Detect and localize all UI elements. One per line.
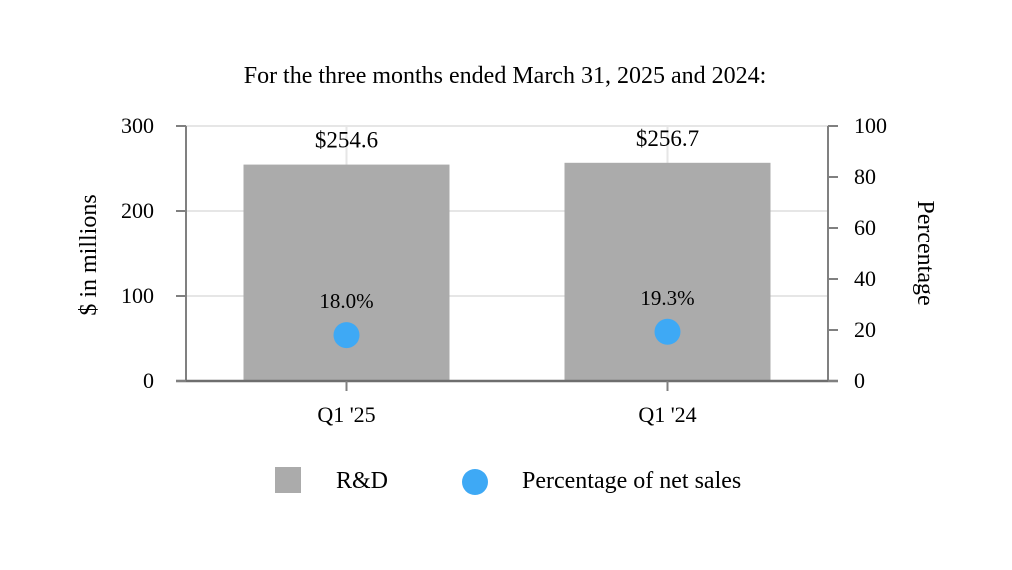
legend-label-pct: Percentage of net sales [522, 468, 741, 494]
y2-tick-label: 100 [854, 113, 887, 138]
legend-swatch-rd [275, 467, 301, 493]
y-tick-label: 100 [121, 283, 154, 308]
point-value-label: 18.0% [319, 289, 373, 313]
y2-tick-label: 80 [854, 164, 876, 189]
bar-value-label: $254.6 [315, 128, 378, 153]
y2-tick-label: 40 [854, 266, 876, 291]
point-pct-net-sales [333, 322, 360, 349]
point-pct-net-sales [654, 318, 681, 345]
legend-label-rd: R&D [336, 468, 388, 494]
labels: $254.6 $256.7 18.0% 19.3% [315, 126, 699, 313]
points [333, 318, 681, 349]
x-tick-label: Q1 '25 [317, 402, 375, 427]
bar-value-label: $256.7 [636, 126, 699, 151]
y-axis-title: $ in millions [76, 194, 102, 315]
y2-axis-title: Percentage [912, 200, 938, 305]
bar-rd [564, 162, 771, 381]
y-tick-label: 200 [121, 198, 154, 223]
legend-swatch-pct [462, 469, 488, 495]
y-tick-label: 300 [121, 113, 154, 138]
y2-tick-label: 60 [854, 215, 876, 240]
bars [243, 162, 771, 381]
chart-title: For the three months ended March 31, 202… [244, 63, 767, 89]
point-value-label: 19.3% [640, 286, 694, 310]
y2-tick-label: 20 [854, 317, 876, 342]
bar-rd [243, 164, 450, 381]
legend: R&D Percentage of net sales [275, 467, 741, 495]
x-tick-label: Q1 '24 [638, 402, 696, 427]
y2-tick-label: 0 [854, 368, 865, 393]
axes: 0 100 200 300 0 20 40 60 80 100 Q1 '25 Q1 '24 [121, 113, 887, 427]
y-tick-label: 0 [143, 368, 154, 393]
